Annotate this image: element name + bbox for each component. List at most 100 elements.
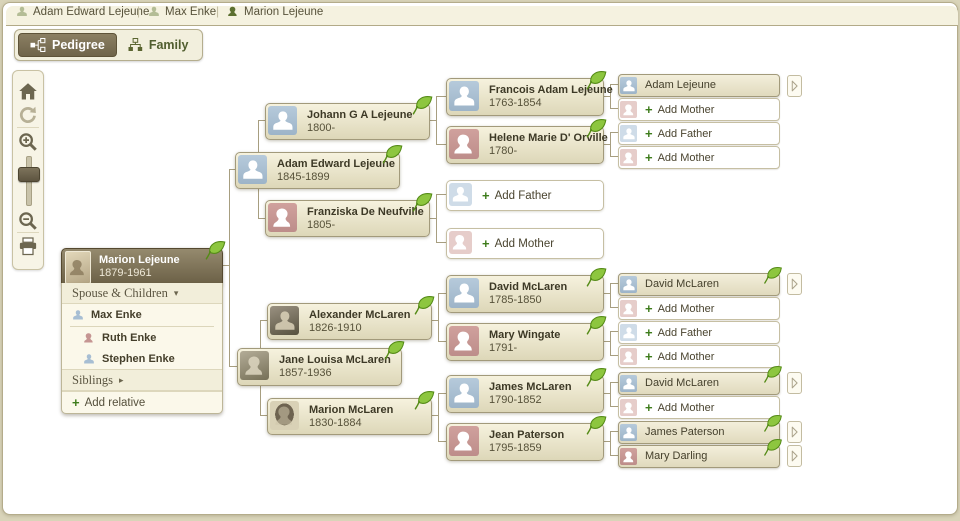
hint-leaf-icon[interactable] xyxy=(763,366,783,384)
zoom-in-icon xyxy=(19,133,37,151)
tab-pedigree[interactable]: Pedigree xyxy=(18,33,117,57)
person-card-alexander-mclaren[interactable]: Alexander McLaren 1826-1910 xyxy=(267,303,432,340)
top-person-link-marion-lejeune[interactable]: Marion Lejeune xyxy=(227,5,323,18)
person-card-mary-wingate[interactable]: Mary Wingate 1791- xyxy=(446,323,604,361)
male-silhouette-icon xyxy=(620,125,637,142)
hint-leaf-icon[interactable] xyxy=(411,96,434,116)
hint-leaf-icon[interactable] xyxy=(585,71,608,91)
hint-leaf-icon[interactable] xyxy=(413,296,436,316)
right-triangle-icon xyxy=(790,376,799,390)
person-card-david-mclaren-sr[interactable]: David McLaren xyxy=(618,273,780,296)
home-button[interactable] xyxy=(18,82,38,100)
add-father-button-2[interactable]: + Add Father xyxy=(618,321,780,344)
male-silhouette-icon xyxy=(620,77,637,94)
hint-leaf-icon[interactable] xyxy=(383,341,406,361)
add-father-button-franziska[interactable]: + Add Father xyxy=(446,180,604,211)
person-card-marion-mclaren[interactable]: Marion McLaren 1830-1884 xyxy=(267,398,432,435)
person-dates: 1830-1884 xyxy=(309,416,362,429)
male-silhouette-icon xyxy=(72,308,84,322)
person-card-david-mclaren[interactable]: David McLaren 1785-1850 xyxy=(446,275,604,313)
refresh-button[interactable] xyxy=(18,105,38,123)
child-link-ruth-enke[interactable]: Ruth Enke xyxy=(62,327,222,348)
expand-arrow-button[interactable] xyxy=(787,372,802,394)
right-triangle-icon xyxy=(790,425,799,439)
zoom-out-button[interactable] xyxy=(18,211,38,230)
person-card-jean-paterson[interactable]: Jean Paterson 1795-1859 xyxy=(446,423,604,461)
female-silhouette-icon xyxy=(449,129,479,159)
hint-leaf-icon[interactable] xyxy=(585,368,608,388)
person-card-francois-adam-lejeune[interactable]: Francois Adam Lejeune 1763-1854 xyxy=(446,78,613,116)
hint-leaf-icon[interactable] xyxy=(763,415,783,433)
person-dates: 1826-1910 xyxy=(309,321,362,334)
print-button[interactable] xyxy=(18,237,38,256)
add-relative-button[interactable]: + Add relative xyxy=(62,391,222,413)
person-card-mary-darling[interactable]: Mary Darling xyxy=(618,445,780,468)
add-father-button-1[interactable]: + Add Father xyxy=(618,122,780,145)
hint-leaf-icon[interactable] xyxy=(413,391,436,411)
relatives-panel: Spouse & Children ▾ Max Enke Ruth Enke S… xyxy=(61,283,223,414)
person-card-helene-marie-d-orville[interactable]: Helene Marie D' Orville 1780- xyxy=(446,126,608,164)
person-card-adam-edward-lejeune[interactable]: Adam Edward Lejeune 1845-1899 xyxy=(235,152,400,189)
add-mother-button-4[interactable]: + Add Mother xyxy=(618,345,780,368)
tab-family[interactable]: Family xyxy=(117,33,200,57)
female-silhouette-icon xyxy=(268,203,297,232)
connector-line xyxy=(610,307,618,308)
hint-leaf-icon[interactable] xyxy=(381,145,404,165)
home-icon xyxy=(19,83,37,100)
person-name: Marion Lejeune xyxy=(99,253,180,266)
person-dates: 1791- xyxy=(489,342,518,354)
add-mother-button-3[interactable]: + Add Mother xyxy=(618,297,780,320)
connector-line xyxy=(610,431,611,455)
plus-icon: + xyxy=(645,102,653,117)
add-mother-button-1[interactable]: + Add Mother xyxy=(618,98,780,121)
add-mother-button-franziska[interactable]: + Add Mother xyxy=(446,228,604,259)
right-triangle-icon xyxy=(790,277,799,291)
top-person-link-adam-edward-lejeune[interactable]: Adam Edward Lejeune xyxy=(16,5,149,18)
child-link-stephen-enke[interactable]: Stephen Enke xyxy=(62,348,222,369)
connector-line xyxy=(260,320,269,321)
add-mother-button-5[interactable]: + Add Mother xyxy=(618,396,780,419)
person-card-johann-g-a-lejeune[interactable]: Johann G A Lejeune 1800- xyxy=(265,103,430,140)
hint-leaf-icon[interactable] xyxy=(585,119,608,139)
top-person-label: Max Enke xyxy=(165,5,217,18)
top-person-link-max-enke[interactable]: Max Enke xyxy=(148,5,216,18)
person-card-david-mclaren-2[interactable]: David McLaren xyxy=(618,372,780,395)
person-dates: 1780- xyxy=(489,145,518,157)
connector-line xyxy=(610,84,618,85)
person-card-adam-lejeune[interactable]: Adam Lejeune xyxy=(618,74,780,97)
relative-name: Max Enke xyxy=(91,309,142,321)
person-card-jane-louisa-mclaren[interactable]: Jane Louisa McLaren 1857-1936 xyxy=(237,348,402,386)
hint-leaf-icon[interactable] xyxy=(585,316,608,336)
top-person-label: Marion Lejeune xyxy=(244,5,324,18)
person-card-james-paterson[interactable]: James Paterson xyxy=(618,421,780,444)
person-card-james-mclaren[interactable]: James McLaren 1790-1852 xyxy=(446,375,604,413)
selected-person-card-marion-lejeune[interactable]: Marion Lejeune 1879-1961 xyxy=(61,248,223,285)
expand-arrow-button[interactable] xyxy=(787,445,802,467)
hint-leaf-icon[interactable] xyxy=(204,241,227,261)
hint-leaf-icon[interactable] xyxy=(585,268,608,288)
zoom-slider-handle[interactable] xyxy=(18,167,40,182)
male-silhouette-icon xyxy=(449,183,472,206)
spouse-children-section-header[interactable]: Spouse & Children ▾ xyxy=(62,283,222,304)
connector-line xyxy=(610,156,618,157)
hint-leaf-icon[interactable] xyxy=(763,439,783,457)
siblings-section-header[interactable]: Siblings ▸ xyxy=(62,369,222,391)
male-silhouette-icon xyxy=(268,106,297,135)
divider xyxy=(70,326,214,327)
canvas-toolbar xyxy=(12,70,44,270)
separator: | xyxy=(137,4,141,18)
connector-line xyxy=(430,320,438,321)
connector-line xyxy=(221,265,230,266)
add-mother-button-2[interactable]: + Add Mother xyxy=(618,146,780,169)
connector-line xyxy=(438,341,446,342)
zoom-in-button[interactable] xyxy=(18,132,38,151)
expand-arrow-button[interactable] xyxy=(787,273,802,295)
hint-leaf-icon[interactable] xyxy=(763,267,783,285)
hint-leaf-icon[interactable] xyxy=(585,416,608,436)
expand-arrow-button[interactable] xyxy=(787,421,802,443)
person-card-franziska-de-neufville[interactable]: Franziska De Neufville 1805- xyxy=(265,200,430,237)
hint-leaf-icon[interactable] xyxy=(411,193,434,213)
expand-arrow-button[interactable] xyxy=(787,75,802,97)
spouse-link-max-enke[interactable]: Max Enke xyxy=(62,304,222,326)
divider xyxy=(17,127,39,128)
